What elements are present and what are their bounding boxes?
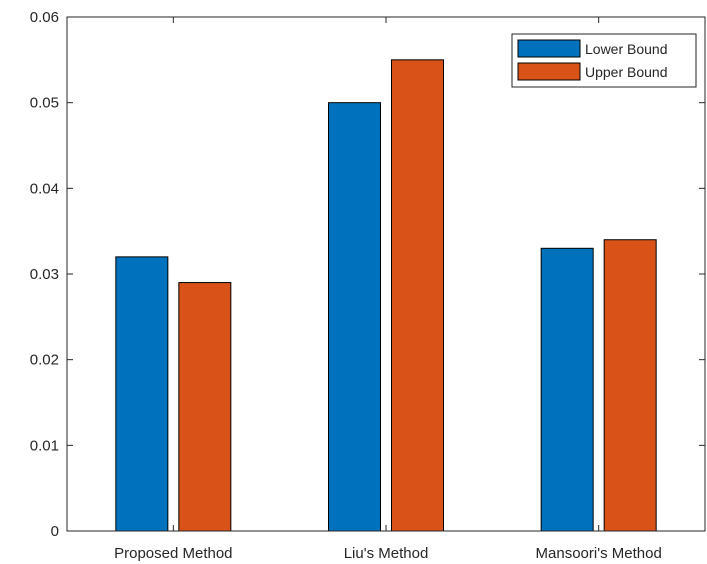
- legend[interactable]: Lower Bound Upper Bound: [511, 33, 697, 88]
- bar-lower-0: [115, 256, 169, 532]
- legend-label: Lower Bound: [585, 41, 668, 57]
- y-tick-label: 0.05: [30, 95, 59, 112]
- x-tick-label: Mansoori's Method: [536, 545, 662, 562]
- legend-label: Upper Bound: [585, 64, 668, 80]
- bars-group: [115, 59, 657, 532]
- y-tick-label: 0.02: [30, 352, 59, 369]
- ticks-group: Proposed Method Liu's Method Mansoori's Me…: [30, 9, 705, 562]
- y-tick-label: 0.03: [30, 266, 59, 283]
- bar-upper-2: [603, 239, 657, 532]
- x-tick-label: Liu's Method: [344, 545, 429, 562]
- y-tick-label: 0: [51, 523, 59, 540]
- y-tick-label: 0.04: [30, 180, 59, 197]
- bar-lower-2: [540, 247, 594, 532]
- x-tick-label: Proposed Method: [114, 545, 232, 562]
- y-tick-label: 0.06: [30, 9, 59, 26]
- y-tick-label: 0.01: [30, 437, 59, 454]
- legend-swatch: [517, 39, 581, 58]
- bar-lower-1: [328, 102, 381, 532]
- bar-upper-0: [178, 282, 232, 532]
- bar-upper-1: [391, 59, 444, 532]
- legend-swatch: [517, 62, 581, 81]
